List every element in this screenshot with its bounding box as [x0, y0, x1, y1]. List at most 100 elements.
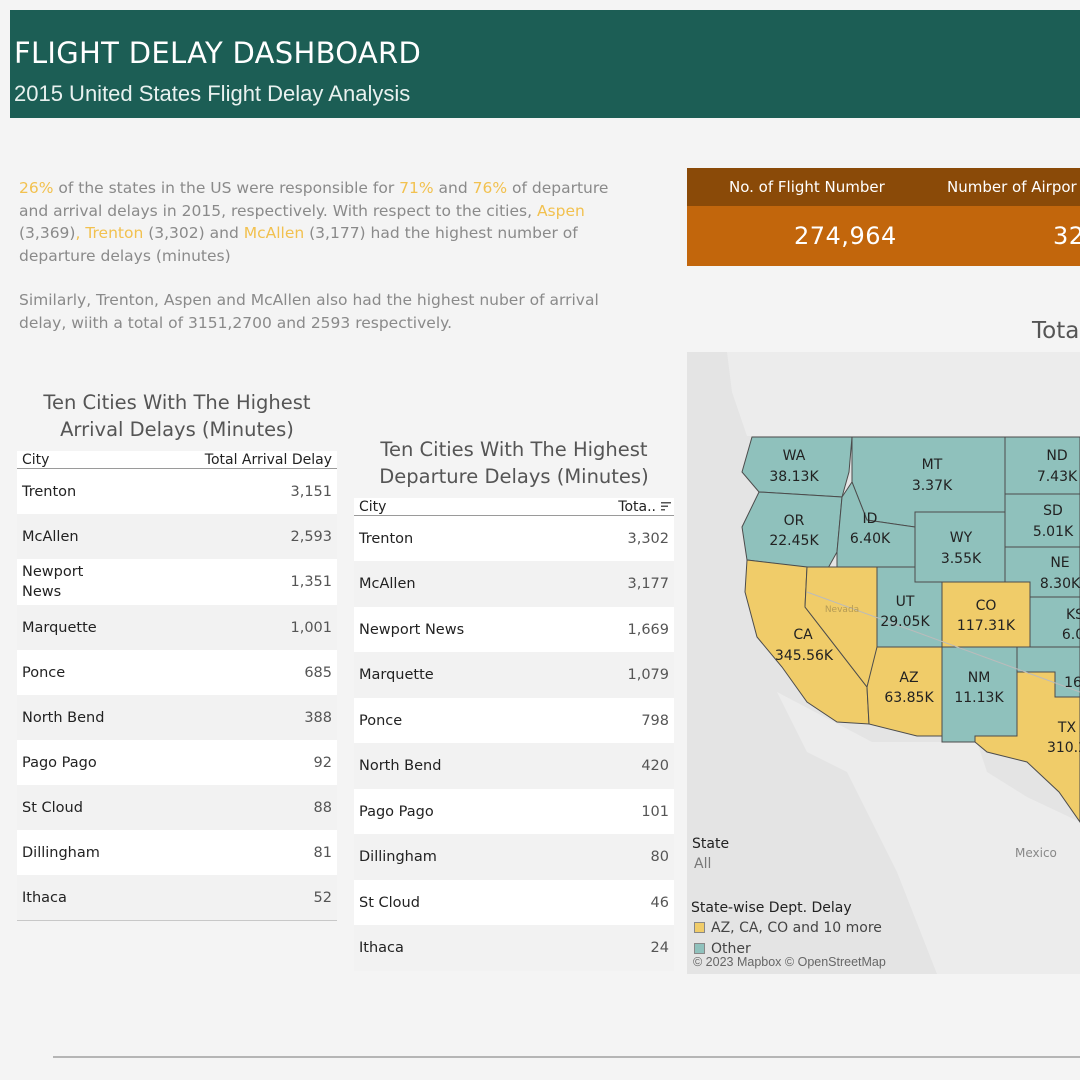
- legend-label-other: Other: [711, 941, 751, 957]
- table-row[interactable]: Trenton 3,302: [354, 516, 674, 561]
- legend-item-other[interactable]: Other: [694, 941, 751, 957]
- dashboard-subtitle: 2015 United States Flight Delay Analysis: [14, 81, 411, 106]
- row-value: 24: [650, 940, 669, 956]
- kpi-flight-label: No. of Flight Number: [729, 178, 885, 196]
- row-value: 3,177: [627, 576, 669, 592]
- highlight-city-mcallen: McAllen: [243, 224, 305, 242]
- highlight-pct-departure: 71%: [399, 179, 434, 197]
- sort-descending-icon[interactable]: [661, 502, 671, 511]
- table-row[interactable]: Ponce 685: [17, 650, 337, 695]
- state-ks[interactable]: [1029, 596, 1080, 653]
- highlight-pct-states: 26%: [19, 179, 54, 197]
- arrival-table-body: Trenton 3,151 McAllen 2,593 Newport News 1,35…: [17, 469, 337, 920]
- row-value: 685: [304, 664, 332, 681]
- table-row[interactable]: St Cloud 88: [17, 785, 337, 830]
- row-value: 1,669: [627, 621, 669, 638]
- row-city: North Bend: [359, 758, 442, 774]
- column-header-city[interactable]: City: [359, 499, 387, 515]
- row-city: Ithaca: [359, 940, 404, 956]
- map-canvas[interactable]: WA 38.13K MT 3.37K ND 7.43K OR 22.45K ID…: [687, 352, 1080, 974]
- state-delay-map[interactable]: WA 38.13K MT 3.37K ND 7.43K OR 22.45K ID…: [687, 352, 1080, 974]
- dashboard-header: FLIGHT DELAY DASHBOARD 2015 United State…: [10, 10, 1080, 118]
- row-city: Dillingham: [22, 844, 100, 861]
- table-row[interactable]: Ithaca 52: [17, 875, 337, 920]
- label-ok-value: 16: [1064, 675, 1080, 691]
- arrival-title-line-2: Arrival Delays (Minutes): [60, 418, 294, 441]
- row-value: 1,079: [627, 667, 669, 683]
- table-row[interactable]: Ithaca 24: [354, 925, 674, 971]
- kpi-flight-value: 274,964: [794, 222, 897, 250]
- legend-swatch-highlight: [694, 922, 705, 933]
- row-value: 798: [641, 712, 669, 729]
- table-row[interactable]: St Cloud 46: [354, 880, 674, 925]
- state-sd[interactable]: [1004, 493, 1080, 548]
- table-row[interactable]: Dillingham 80: [354, 834, 674, 880]
- row-city: McAllen: [359, 576, 416, 592]
- state-wy[interactable]: [914, 511, 1006, 583]
- kpi-airports-label: Number of Airpor: [947, 178, 1077, 196]
- summary-paragraph-2: Similarly, Trenton, Aspen and McAllen al…: [19, 291, 599, 332]
- summary-text-part: of departure and arrival delays in 2015,…: [19, 179, 609, 220]
- state-nd[interactable]: [1004, 436, 1080, 495]
- label-sd-value: 5.01K: [1033, 524, 1074, 540]
- summary-paragraph-1: 26% of the states in the US were respons…: [19, 177, 639, 267]
- table-row[interactable]: McAllen 2,593: [17, 514, 337, 559]
- label-tx-abbr: TX: [1057, 720, 1077, 736]
- map-label-mexico: Mexico: [1015, 846, 1057, 860]
- state-wa[interactable]: [741, 436, 853, 498]
- summary-text-part: and: [433, 179, 473, 197]
- state-or[interactable]: [741, 491, 843, 571]
- table-row[interactable]: North Bend 388: [17, 695, 337, 740]
- table-row[interactable]: Ponce 798: [354, 698, 674, 743]
- label-or-abbr: OR: [784, 513, 805, 529]
- state-tx[interactable]: [974, 671, 1080, 823]
- label-wy-abbr: WY: [950, 530, 973, 546]
- state-filter-value[interactable]: All: [694, 856, 712, 872]
- legend-item-highlight[interactable]: AZ, CA, CO and 10 more: [694, 920, 882, 936]
- row-value: 3,302: [627, 530, 669, 547]
- table-row[interactable]: Newport News 1,351: [17, 559, 337, 605]
- state-co[interactable]: [941, 581, 1031, 648]
- legend-label-highlight: AZ, CA, CO and 10 more: [711, 920, 882, 936]
- dashboard-title: FLIGHT DELAY DASHBOARD: [14, 36, 422, 70]
- departure-table-header: City Tota..: [354, 498, 674, 516]
- departure-table-title: Ten Cities With The Highest Departure De…: [354, 436, 674, 490]
- bottom-divider: [53, 1056, 1080, 1058]
- table-row[interactable]: Newport News 1,669: [354, 607, 674, 652]
- table-row[interactable]: Marquette 1,001: [17, 605, 337, 650]
- row-city: St Cloud: [359, 894, 420, 911]
- column-header-city[interactable]: City: [22, 452, 50, 468]
- label-co-value: 117.31K: [957, 618, 1016, 634]
- arrival-delay-table: City Total Arrival Delay Trenton 3,151 McA…: [17, 451, 337, 921]
- row-value: 81: [313, 844, 332, 861]
- column-header-total-departure-delay[interactable]: Tota..: [618, 499, 656, 515]
- row-value: 1,351: [290, 574, 332, 590]
- departure-title-line-1: Ten Cities With The Highest: [380, 438, 648, 461]
- label-ne-value: 8.30K: [1040, 576, 1080, 592]
- row-city: Trenton: [359, 530, 414, 547]
- arrival-table-title: Ten Cities With The Highest Arrival Dela…: [17, 389, 337, 443]
- table-row[interactable]: North Bend 420: [354, 743, 674, 789]
- label-wy-value: 3.55K: [941, 551, 982, 567]
- mexico-land: [777, 692, 1080, 974]
- label-az-value: 63.85K: [884, 690, 934, 706]
- highlight-city-trenton: , Trenton: [75, 224, 144, 242]
- table-row[interactable]: McAllen 3,177: [354, 561, 674, 607]
- column-header-total-arrival-delay[interactable]: Total Arrival Delay: [204, 452, 332, 468]
- highlight-city-aspen: Aspen: [536, 201, 585, 220]
- table-row[interactable]: Pago Pago 92: [17, 740, 337, 785]
- label-id-abbr: ID: [863, 511, 878, 527]
- legend-title: State-wise Dept. Delay: [691, 900, 852, 916]
- label-nv-name: Nevada: [825, 605, 859, 615]
- table-footer-line: [17, 920, 337, 921]
- row-city: Dillingham: [359, 849, 437, 865]
- table-row[interactable]: Pago Pago 101: [354, 789, 674, 834]
- row-city: McAllen: [22, 528, 79, 545]
- departure-delay-table: City Tota.. Trenton 3,302 McAllen 3,177 Newp…: [354, 498, 674, 971]
- summary-text-part: (3,369): [19, 224, 76, 242]
- table-row[interactable]: Dillingham 81: [17, 830, 337, 875]
- label-az-abbr: AZ: [899, 670, 918, 686]
- map-title: Tota: [1032, 318, 1080, 344]
- table-row[interactable]: Marquette 1,079: [354, 652, 674, 698]
- table-row[interactable]: Trenton 3,151: [17, 469, 337, 514]
